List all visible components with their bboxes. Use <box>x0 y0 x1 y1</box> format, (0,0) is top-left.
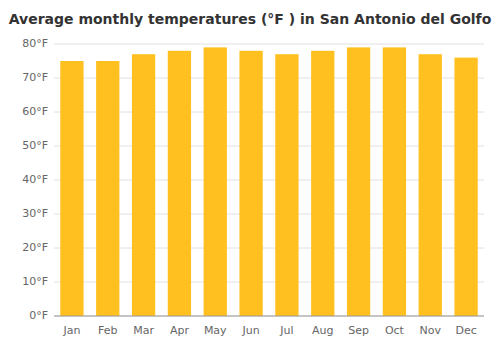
x-tick-label: Aug <box>312 324 333 337</box>
x-tick-label: Feb <box>98 324 117 337</box>
chart: Average monthly temperatures (°F ) in Sa… <box>0 0 500 350</box>
bar <box>311 51 334 316</box>
x-tick-label: Jun <box>241 324 259 337</box>
bar <box>60 61 83 316</box>
title: Average monthly temperatures (°F ) in Sa… <box>9 11 492 27</box>
x-tick-label: Oct <box>385 324 405 337</box>
x-tick-label: May <box>204 324 227 337</box>
x-tick-label: Apr <box>170 324 190 337</box>
y-tick-label: 30°F <box>22 207 48 220</box>
bar <box>419 54 442 316</box>
y-axis: 0°F 10°F 20°F 30°F 40°F 50°F 60°F 70°F 80°F <box>22 37 484 322</box>
bar <box>454 58 477 316</box>
bar <box>275 54 298 316</box>
bar <box>132 54 155 316</box>
y-tick-label: 40°F <box>22 173 48 186</box>
bar <box>383 47 406 316</box>
grid-line <box>54 316 484 317</box>
x-axis-line <box>54 316 484 317</box>
y-tick-label: 0°F <box>29 309 48 322</box>
x-tick-label: Dec <box>455 324 476 337</box>
x-axis: Jan Feb Mar Apr May Jun Jul Aug Sep Oct Nov Dec <box>62 324 476 337</box>
bar <box>204 47 227 316</box>
y-tick-label: 70°F <box>22 71 48 84</box>
y-tick-label: 50°F <box>22 139 48 152</box>
bar <box>168 51 191 316</box>
y-tick-label: 10°F <box>22 275 48 288</box>
x-tick-label: Jul <box>279 324 293 337</box>
bars <box>60 47 477 316</box>
x-tick-label: Jan <box>62 324 80 337</box>
x-tick-label: Mar <box>133 324 154 337</box>
y-tick-label: 60°F <box>22 105 48 118</box>
bar <box>239 51 262 316</box>
chart-container: Average monthly temperatures (°F ) in Sa… <box>0 0 500 350</box>
y-tick-label: 20°F <box>22 241 48 254</box>
grid-line <box>54 44 484 45</box>
bar <box>347 47 370 316</box>
x-tick-label: Nov <box>420 324 442 337</box>
x-tick-label: Sep <box>348 324 369 337</box>
y-tick-label: 80°F <box>22 37 48 50</box>
bar <box>96 61 119 316</box>
